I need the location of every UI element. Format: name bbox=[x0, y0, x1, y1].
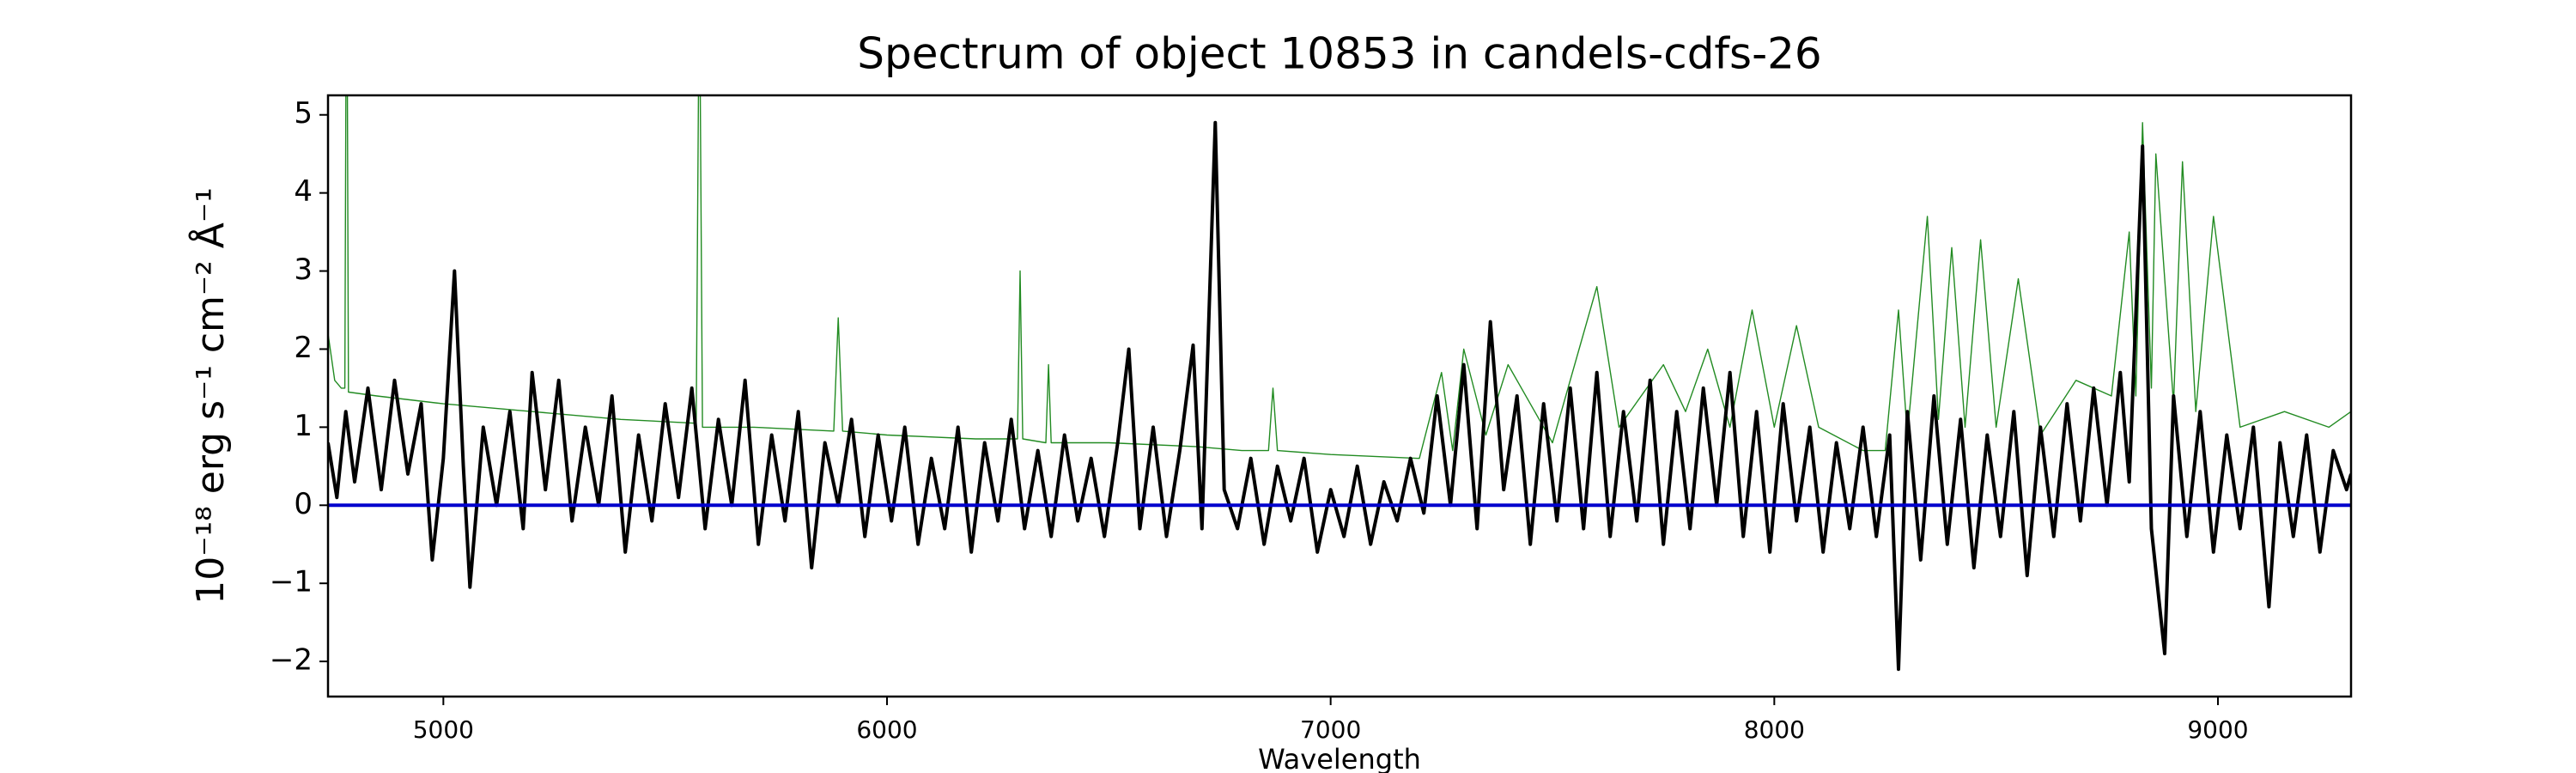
x-tick-label: 5000 bbox=[413, 715, 474, 744]
spectrum-line bbox=[328, 120, 2351, 672]
y-tick-label: 3 bbox=[294, 253, 313, 287]
x-tick-label: 8000 bbox=[1744, 715, 1805, 744]
y-tick-label: 2 bbox=[294, 331, 313, 365]
y-tick-label: 5 bbox=[294, 96, 313, 131]
y-axis-label: 10⁻¹⁸ erg s⁻¹ cm⁻² Å⁻¹ bbox=[187, 187, 233, 604]
y-tick-label: 1 bbox=[294, 409, 313, 443]
x-tick-label: 7000 bbox=[1300, 715, 1361, 744]
y-tick-label: −1 bbox=[270, 565, 313, 600]
x-tick-label: 6000 bbox=[856, 715, 917, 744]
x-tick-label: 9000 bbox=[2187, 715, 2248, 744]
x-axis-label: Wavelength bbox=[1258, 743, 1421, 773]
y-tick-label: 0 bbox=[294, 487, 313, 521]
plot-lines bbox=[328, 95, 2351, 672]
chart-title: Spectrum of object 10853 in candels-cdfs… bbox=[857, 29, 1822, 79]
spectrum-line bbox=[328, 95, 2351, 460]
y-tick-label: 4 bbox=[294, 174, 313, 209]
plot-frame bbox=[326, 94, 2353, 698]
y-tick-label: −2 bbox=[270, 643, 313, 678]
